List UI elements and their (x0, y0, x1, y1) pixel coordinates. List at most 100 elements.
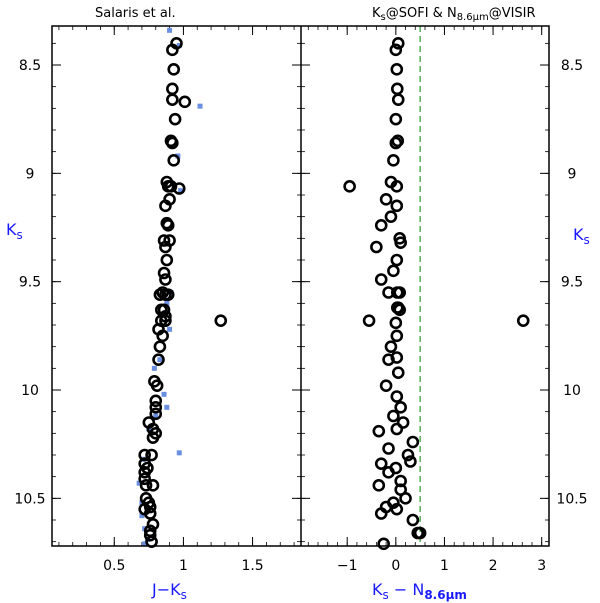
data-point-square (142, 541, 148, 547)
data-point-circle (382, 442, 395, 455)
data-point-square (167, 326, 173, 332)
data-point-circle (389, 112, 403, 126)
data-point-circle (390, 199, 404, 213)
y-tick-label: 9 (26, 166, 35, 182)
data-point-square (136, 480, 142, 486)
data-point-circle (157, 234, 171, 247)
data-point-circle (172, 182, 186, 195)
data-point-circle (374, 219, 388, 232)
data-point-circle (389, 136, 403, 150)
x-tick-label: 1 (179, 558, 188, 574)
data-point-circle (138, 448, 151, 462)
data-point-circle (516, 314, 530, 327)
x-tick-label: 3 (537, 558, 546, 574)
data-point-circle (159, 199, 172, 213)
data-point-circle (384, 210, 398, 223)
y-tick-label: 10 (563, 383, 581, 399)
data-point-square (164, 404, 170, 410)
data-point-circle (384, 340, 398, 353)
left-circle-series (138, 37, 228, 548)
data-point-circle (146, 518, 160, 531)
data-point-circle (390, 253, 404, 267)
data-point-circle (389, 43, 403, 57)
data-point-circle (166, 82, 179, 96)
data-point-circle (411, 526, 425, 540)
data-point-circle (149, 394, 163, 408)
right-y-axis-label: Ks (573, 225, 590, 247)
data-point-circle (153, 340, 167, 353)
data-point-square (178, 188, 184, 194)
data-point-circle (167, 154, 181, 167)
y-tick-label: 10.5 (14, 491, 45, 507)
right-panel-ticks: −1 0 1 2 3 8.5 9 9.5 10 10.5 (301, 26, 588, 574)
data-point-circle (160, 253, 174, 267)
data-point-circle (390, 390, 404, 403)
data-point-circle (391, 366, 405, 379)
data-point-square (153, 413, 159, 419)
data-point-circle (393, 286, 407, 299)
data-point-circle (139, 479, 153, 492)
data-point-circle (390, 329, 404, 343)
right-panel-title: Ks@SOFI & N8.6µm@VISIR (372, 6, 536, 23)
y-tick-label: 8.5 (19, 58, 41, 74)
data-point-circle (391, 134, 405, 148)
data-point-circle (168, 112, 182, 126)
data-point-circle (374, 273, 388, 286)
right-circle-series (343, 37, 530, 551)
left-panel-title: Salaris et al. (95, 6, 176, 21)
data-point-circle (146, 431, 160, 444)
data-point-square (167, 27, 173, 33)
data-point-circle (406, 513, 420, 527)
data-point-circle (153, 288, 167, 301)
x-tick-label: −1 (337, 558, 358, 574)
data-point-circle (370, 240, 383, 254)
data-point-circle (161, 288, 175, 301)
data-point-circle (390, 422, 404, 436)
data-point-square (176, 450, 182, 456)
data-point-circle (166, 136, 179, 150)
data-point-circle (390, 63, 404, 76)
data-point-circle (377, 537, 390, 551)
data-point-circle (372, 424, 386, 438)
data-point-circle (374, 507, 388, 520)
data-point-circle (379, 379, 393, 392)
y-tick-label: 8.5 (561, 58, 583, 74)
data-point-circle (391, 37, 405, 50)
data-point-circle (159, 314, 172, 327)
y-tick-label: 10 (21, 383, 39, 399)
data-point-circle (372, 479, 386, 492)
data-point-circle (156, 329, 169, 343)
data-point-circle (143, 507, 157, 520)
data-point-circle (152, 353, 165, 366)
right-x-axis-label: Ks − N8.6µm (372, 580, 467, 602)
x-tick-label: 1.5 (241, 558, 263, 574)
data-point-circle (387, 409, 400, 423)
data-point-circle (374, 457, 388, 470)
data-point-circle (396, 416, 410, 429)
data-point-circle (390, 502, 404, 516)
data-point-circle (146, 479, 160, 492)
data-point-circle (379, 193, 393, 206)
left-x-axis-label: J−Ks (151, 580, 187, 602)
data-point-circle (394, 474, 407, 488)
data-point-circle (138, 472, 151, 486)
data-point-square (139, 513, 145, 519)
data-point-square (157, 357, 163, 363)
data-point-circle (159, 240, 172, 254)
data-point-circle (394, 236, 407, 249)
data-point-square (197, 103, 203, 109)
y-tick-label: 10.5 (556, 491, 587, 507)
data-point-circle (143, 528, 157, 542)
left-panel: Salaris et al. 0.5 1 1.5 8.5 9 9.5 10 10.5 J−Ks… (6, 6, 301, 602)
data-point-circle (406, 435, 420, 449)
data-point-circle (399, 492, 412, 505)
y-tick-label: 9.5 (561, 275, 583, 291)
data-point-circle (150, 379, 164, 392)
x-tick-label: 0 (391, 558, 400, 574)
data-point-square (176, 43, 182, 48)
data-point-circle (149, 407, 163, 421)
data-point-circle (159, 273, 172, 286)
data-point-circle (390, 301, 404, 314)
data-point-circle (389, 316, 403, 330)
